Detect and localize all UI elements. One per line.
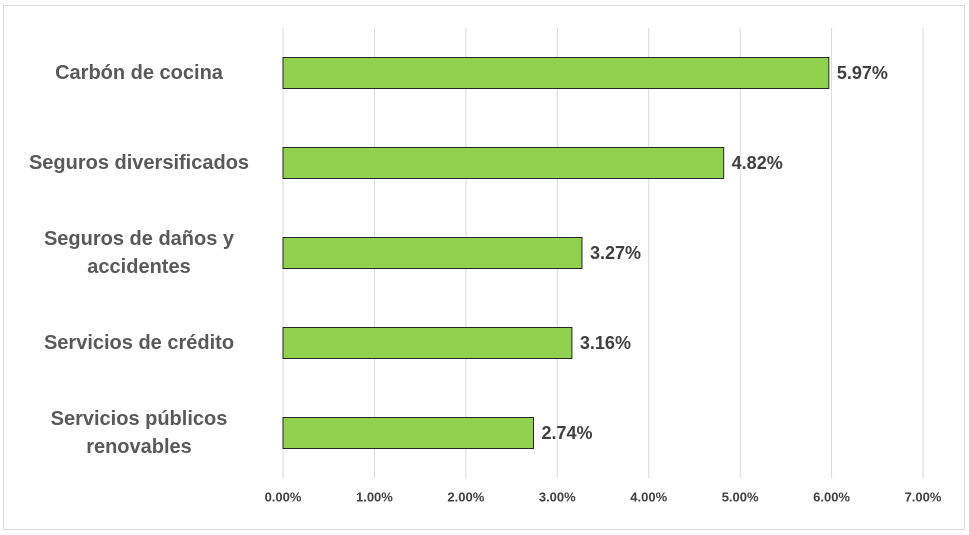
- bar: [282, 417, 535, 449]
- data-label: 3.27%: [590, 243, 641, 263]
- x-tick-label: 5.00%: [722, 489, 759, 504]
- y-tick-label: Carbón de cocina: [55, 62, 223, 84]
- y-tick-label: Servicios de crédito: [43, 332, 235, 354]
- x-tick-label: 7.00%: [905, 489, 942, 504]
- bar: [282, 147, 725, 179]
- bar: [282, 57, 830, 89]
- data-label: 4.82%: [732, 153, 783, 173]
- data-label: 2.74%: [542, 423, 593, 443]
- bar: [282, 327, 573, 359]
- data-label: 5.97%: [837, 63, 888, 83]
- x-tick-label: 3.00%: [539, 489, 576, 504]
- y-tick-label: Seguros diversificados: [28, 152, 250, 174]
- data-label: 3.16%: [580, 333, 631, 353]
- x-tick-label: 4.00%: [630, 489, 667, 504]
- x-tick-label: 6.00%: [813, 489, 850, 504]
- x-tick-label: 1.00%: [356, 489, 393, 504]
- y-tick-label: Servicios públicos renovables: [50, 408, 228, 458]
- x-tick-label: 0.00%: [265, 489, 302, 504]
- x-tick-label: 2.00%: [447, 489, 484, 504]
- bar: [282, 237, 583, 269]
- y-tick-label: Seguros de daños y accidentes: [43, 228, 235, 278]
